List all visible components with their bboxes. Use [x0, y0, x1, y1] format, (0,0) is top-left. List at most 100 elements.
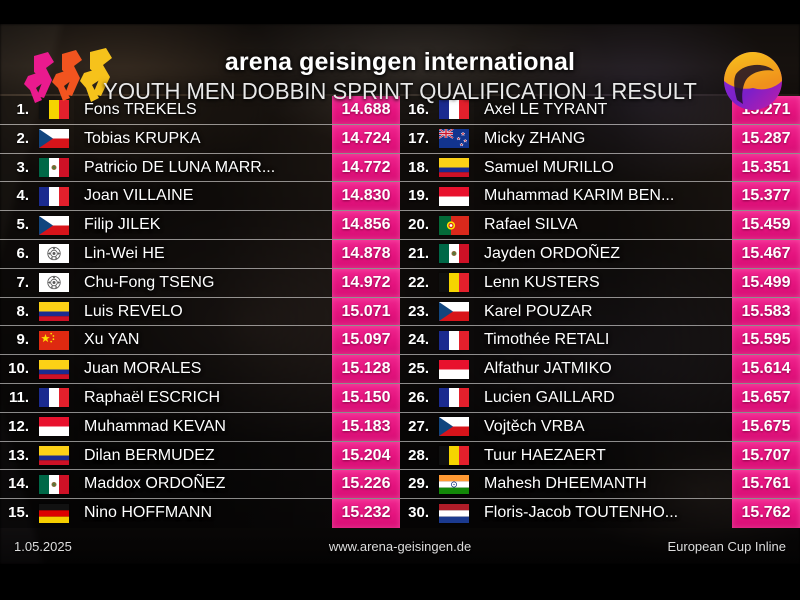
flag-germany-icon — [34, 499, 74, 528]
result-time: 15.150 — [332, 383, 400, 412]
flag-czech-republic-icon — [434, 297, 474, 326]
rank-cell: 23. — [400, 297, 434, 326]
table-row[interactable]: 22. Lenn KUSTERS 15.499 — [400, 268, 800, 298]
table-row[interactable]: 1. Fons TREKELS 14.688 — [0, 96, 400, 125]
table-row[interactable]: 15. Nino HOFFMANN 15.232 — [0, 499, 400, 528]
result-time: 15.761 — [732, 470, 800, 499]
rank-cell: 25. — [400, 355, 434, 383]
table-row[interactable]: 12. Muhammad KEVAN 15.183 — [0, 412, 400, 442]
rank-cell: 24. — [400, 326, 434, 355]
athlete-name: Dilan BERMUDEZ — [74, 441, 332, 470]
table-row[interactable]: 30. Floris-Jacob TOUTENHO... 15.762 — [400, 499, 800, 528]
results-board: 1. Fons TREKELS 14.688 2. Tobias KRUPKA 14.72… — [0, 96, 800, 528]
rank-cell: 28. — [400, 441, 434, 470]
result-time: 15.707 — [732, 441, 800, 470]
rank-cell: 19. — [400, 182, 434, 211]
flag-belgium-icon — [434, 268, 474, 297]
rank-cell: 6. — [0, 239, 34, 268]
footer-bar: 1.05.2025 www.arena-geisingen.de Europea… — [0, 528, 800, 564]
table-row[interactable]: 16. Axel LE TYRANT 15.271 — [400, 96, 800, 125]
result-time: 15.128 — [332, 355, 400, 383]
table-row[interactable]: 21. Jayden ORDOÑEZ 15.467 — [400, 239, 800, 269]
skaters-logo-icon — [22, 46, 127, 106]
table-row[interactable]: 18. Samuel MURILLO 15.351 — [400, 153, 800, 183]
table-row[interactable]: 2. Tobias KRUPKA 14.724 — [0, 124, 400, 154]
result-time: 15.351 — [732, 153, 800, 182]
table-row[interactable]: 19. Muhammad KARIM BEN... 15.377 — [400, 182, 800, 212]
table-row[interactable]: 10. Juan MORALES 15.128 — [0, 355, 400, 384]
table-row[interactable]: 3. Patricio DE LUNA MARR... 14.772 — [0, 153, 400, 183]
rank-cell: 11. — [0, 383, 34, 412]
result-time: 15.583 — [732, 297, 800, 326]
flag-new-zealand-icon — [434, 124, 474, 153]
arena-geisingen-logo-icon — [722, 50, 784, 112]
results-column-left: 1. Fons TREKELS 14.688 2. Tobias KRUPKA 14.72… — [0, 96, 400, 528]
table-row[interactable]: 25. Alfathur JATMIKO 15.614 — [400, 355, 800, 384]
athlete-name: Tuur HAEZAERT — [474, 441, 732, 470]
rank-cell: 14. — [0, 470, 34, 499]
rank-cell: 21. — [400, 239, 434, 268]
result-time: 15.657 — [732, 383, 800, 412]
table-row[interactable]: 9. Xu YAN 15.097 — [0, 326, 400, 356]
letterbox-bottom — [0, 564, 800, 600]
table-row[interactable]: 23. Karel POUZAR 15.583 — [400, 297, 800, 327]
athlete-name: Lucien GAILLARD — [474, 383, 732, 412]
table-row[interactable]: 17. Micky ZHANG 15.287 — [400, 124, 800, 154]
athlete-name: Karel POUZAR — [474, 297, 732, 326]
table-row[interactable]: 7. Chu-Fong TSENG 14.972 — [0, 268, 400, 298]
result-time: 15.459 — [732, 211, 800, 239]
athlete-name: Floris-Jacob TOUTENHO... — [474, 499, 732, 528]
table-row[interactable]: 6. Lin-Wei HE 14.878 — [0, 239, 400, 269]
athlete-name: Jayden ORDOÑEZ — [474, 239, 732, 268]
rank-cell: 7. — [0, 268, 34, 297]
table-row[interactable]: 28. Tuur HAEZAERT 15.707 — [400, 441, 800, 471]
table-row[interactable]: 20. Rafael SILVA 15.459 — [400, 211, 800, 240]
footer-url[interactable]: www.arena-geisingen.de — [328, 538, 472, 554]
flag-portugal-icon — [434, 211, 474, 239]
flag-belgium-icon — [34, 96, 74, 124]
athlete-name: Lin-Wei HE — [74, 239, 332, 268]
result-time: 14.878 — [332, 239, 400, 268]
table-row[interactable]: 24. Timothée RETALI 15.595 — [400, 326, 800, 356]
result-time: 15.183 — [332, 412, 400, 441]
flag-czech-republic-icon — [34, 211, 74, 239]
table-row[interactable]: 29. Mahesh DHEEMANTH 15.761 — [400, 470, 800, 500]
athlete-name: Lenn KUSTERS — [474, 268, 732, 297]
footer-series-name: European Cup Inline — [667, 538, 786, 554]
result-time: 15.614 — [732, 355, 800, 383]
rank-cell: 29. — [400, 470, 434, 499]
rank-cell: 30. — [400, 499, 434, 528]
table-row[interactable]: 8. Luis REVELO 15.071 — [0, 297, 400, 327]
rank-cell: 17. — [400, 124, 434, 153]
athlete-name: Raphaël ESCRICH — [74, 383, 332, 412]
rank-cell: 8. — [0, 297, 34, 326]
table-row[interactable]: 5. Filip JILEK 14.856 — [0, 211, 400, 240]
athlete-name: Rafael SILVA — [474, 211, 732, 239]
table-row[interactable]: 26. Lucien GAILLARD 15.657 — [400, 383, 800, 413]
rank-cell: 1. — [0, 96, 34, 124]
athlete-name: Luis REVELO — [74, 297, 332, 326]
flag-indonesia-icon — [434, 355, 474, 383]
table-row[interactable]: 11. Raphaël ESCRICH 15.150 — [0, 383, 400, 413]
result-time: 15.377 — [732, 182, 800, 211]
flag-mexico-icon — [434, 239, 474, 268]
table-row[interactable]: 14. Maddox ORDOÑEZ 15.226 — [0, 470, 400, 500]
result-time: 15.097 — [332, 326, 400, 355]
athlete-name: Nino HOFFMANN — [74, 499, 332, 528]
result-time: 15.762 — [732, 499, 800, 528]
flag-mexico-icon — [34, 470, 74, 499]
flag-france-icon — [434, 383, 474, 412]
flag-france-icon — [34, 383, 74, 412]
table-row[interactable]: 27. Vojtěch VRBA 15.675 — [400, 412, 800, 442]
athlete-name: Alfathur JATMIKO — [474, 355, 732, 383]
table-row[interactable]: 13. Dilan BERMUDEZ 15.204 — [0, 441, 400, 471]
rank-cell: 4. — [0, 182, 34, 211]
rank-cell: 15. — [0, 499, 34, 528]
table-row[interactable]: 4. Joan VILLAINE 14.830 — [0, 182, 400, 212]
flag-france-icon — [34, 182, 74, 211]
result-time: 15.232 — [332, 499, 400, 528]
athlete-name: Muhammad KARIM BEN... — [474, 182, 732, 211]
athlete-name: Filip JILEK — [74, 211, 332, 239]
flag-colombia-icon — [434, 153, 474, 182]
result-time: 14.688 — [332, 96, 400, 124]
